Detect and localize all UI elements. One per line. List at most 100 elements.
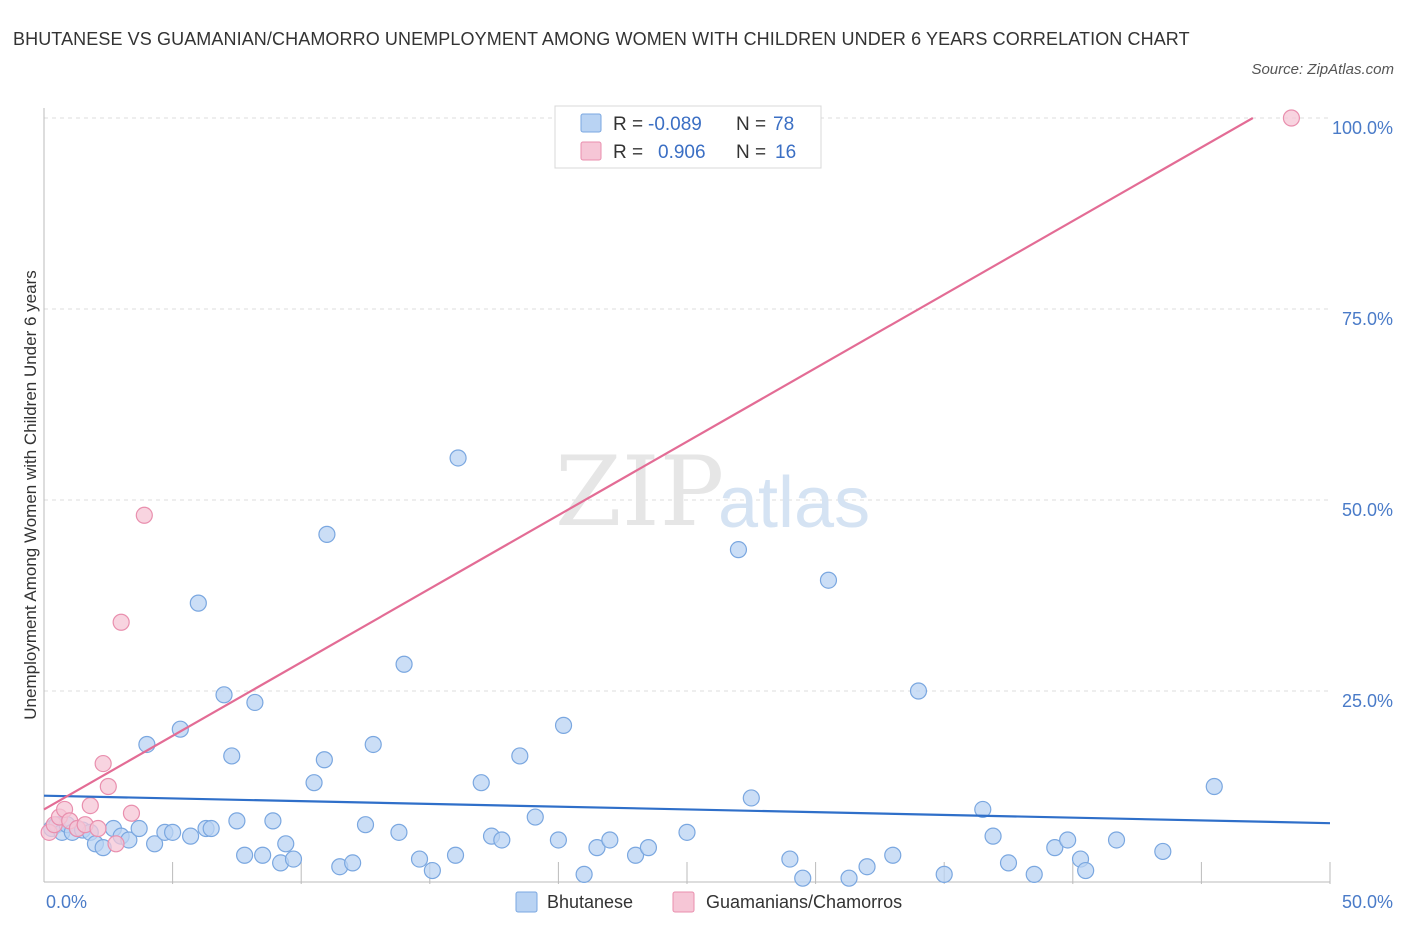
legend-n-label-2: N =: [736, 142, 766, 163]
correlation-legend: R = -0.089 N = 78 R = 0.906 N = 16: [554, 105, 822, 169]
series-legend: Bhutanese Guamanians/Chamorros: [515, 891, 902, 913]
bhutanese-point-68: [935, 865, 953, 883]
bhutanese-point-63: [819, 571, 838, 589]
y-tick-labels: 25.0% 50.0% 75.0% 100.0%: [1332, 118, 1393, 711]
bhutanese-point-62: [794, 869, 812, 887]
guamanian-point-11: [107, 835, 125, 853]
y-tick-label-2: 75.0%: [1342, 309, 1393, 329]
bhutanese-point-46: [472, 774, 490, 792]
bhutanese-point-50: [526, 808, 544, 826]
bhutanese-trend-line: [43, 794, 1331, 825]
bhutanese-point-52: [554, 716, 573, 734]
bhutanese-point-17: [164, 823, 182, 841]
bottom-legend-bhutanese: Bhutanese: [547, 892, 633, 912]
x-tick-labels: 0.0% 50.0%: [46, 892, 1393, 912]
bhutanese-point-28: [254, 846, 272, 864]
bhutanese-point-33: [305, 774, 323, 792]
bottom-legend-guamanians: Guamanians/Chamorros: [706, 892, 902, 912]
bhutanese-point-61: [781, 850, 799, 868]
watermark: ZIP atlas: [555, 436, 870, 548]
bhutanese-point-73: [1046, 839, 1064, 857]
guamanian-point-10: [99, 777, 117, 796]
guamanian-point-12: [112, 613, 130, 631]
bhutanese-point-59: [729, 541, 748, 559]
bhutanese-point-37: [344, 854, 362, 872]
bhutanese-point-48: [493, 831, 511, 849]
bhutanese-point-34: [315, 751, 333, 769]
bhutanese-point-27: [246, 693, 264, 712]
bhutanese-point-35: [318, 525, 336, 543]
bhutanese-point-39: [364, 735, 382, 754]
bhutanese-point-20: [189, 594, 207, 612]
chart-title: BHUTANESE VS GUAMANIAN/CHAMORRO UNEMPLOY…: [13, 29, 1190, 49]
guamanian-trend-line: [43, 117, 1254, 811]
bhutanese-point-71: [999, 854, 1018, 872]
legend-r-label-1: R =: [613, 114, 643, 135]
bhutanese-point-64: [840, 869, 858, 887]
bhutanese-point-76: [1077, 861, 1095, 880]
bhutanese-point-26: [236, 846, 254, 864]
bhutanese-point-69: [974, 800, 992, 819]
bottom-legend-swatch-pink: [672, 891, 695, 913]
y-tick-label-3: 100.0%: [1332, 118, 1393, 138]
bhutanese-point-70: [984, 827, 1002, 845]
legend-n-value-2: 16: [775, 142, 796, 163]
guamanian-point-13: [122, 804, 141, 822]
bhutanese-point-51: [549, 831, 568, 849]
bhutanese-point-13: [130, 819, 148, 838]
bhutanese-point-74: [1059, 831, 1077, 849]
bhutanese-point-54: [588, 839, 606, 857]
bhutanese-point-58: [678, 823, 696, 841]
guamanian-point-15: [1282, 109, 1301, 127]
bhutanese-point-60: [742, 789, 760, 807]
watermark-zip: ZIP: [555, 436, 724, 548]
bhutanese-point-55: [601, 831, 619, 849]
source-label: Source: ZipAtlas.com: [1251, 61, 1394, 78]
guamanian-point-8: [89, 819, 107, 838]
bottom-legend-swatch-blue: [515, 891, 538, 913]
legend-r-value-2: 0.906: [658, 142, 706, 163]
bhutanese-point-53: [575, 865, 593, 883]
guamanian-point-9: [94, 754, 112, 773]
bhutanese-point-56: [626, 846, 645, 864]
bhutanese-point-40: [390, 823, 408, 841]
bhutanese-point-72: [1025, 865, 1043, 883]
bhutanese-point-66: [884, 846, 902, 864]
bhutanese-point-65: [858, 858, 876, 876]
x-tick-label-min: 0.0%: [46, 892, 87, 912]
bhutanese-point-41: [395, 655, 413, 673]
legend-n-value-1: 78: [773, 114, 794, 135]
guamanian-point-14: [135, 506, 153, 524]
bhutanese-point-29: [264, 812, 282, 830]
legend-swatch-pink: [580, 141, 602, 161]
bhutanese-point-43: [423, 861, 441, 880]
legend-r-label-2: R =: [613, 142, 643, 163]
y-tick-label-0: 25.0%: [1342, 691, 1393, 711]
x-tick-label-max: 50.0%: [1342, 892, 1393, 912]
legend-n-label-1: N =: [736, 114, 766, 135]
y-axis-title: Unemployment Among Women with Children U…: [21, 270, 40, 719]
bhutanese-point-79: [1205, 777, 1223, 796]
bhutanese-point-78: [1154, 842, 1172, 861]
bhutanese-point-38: [356, 816, 375, 834]
guamanian-points: [40, 109, 1301, 853]
bhutanese-point-67: [909, 682, 928, 700]
bhutanese-point-15: [145, 835, 164, 853]
bhutanese-point-44: [446, 846, 465, 864]
bhutanese-point-25: [228, 812, 246, 830]
bhutanese-point-31: [277, 835, 295, 853]
guamanian-point-7: [81, 796, 99, 815]
bhutanese-point-49: [511, 747, 529, 765]
bhutanese-point-24: [223, 747, 241, 765]
y-tick-label-1: 50.0%: [1342, 500, 1393, 520]
bhutanese-point-23: [215, 686, 233, 704]
bhutanese-point-32: [284, 850, 303, 868]
legend-swatch-blue: [580, 113, 602, 133]
bhutanese-point-77: [1107, 831, 1126, 849]
grid-lines: [44, 117, 1330, 692]
bhutanese-points: [43, 449, 1223, 887]
trend-lines: [43, 117, 1331, 825]
bhutanese-point-42: [410, 850, 429, 868]
bhutanese-point-22: [202, 819, 220, 838]
